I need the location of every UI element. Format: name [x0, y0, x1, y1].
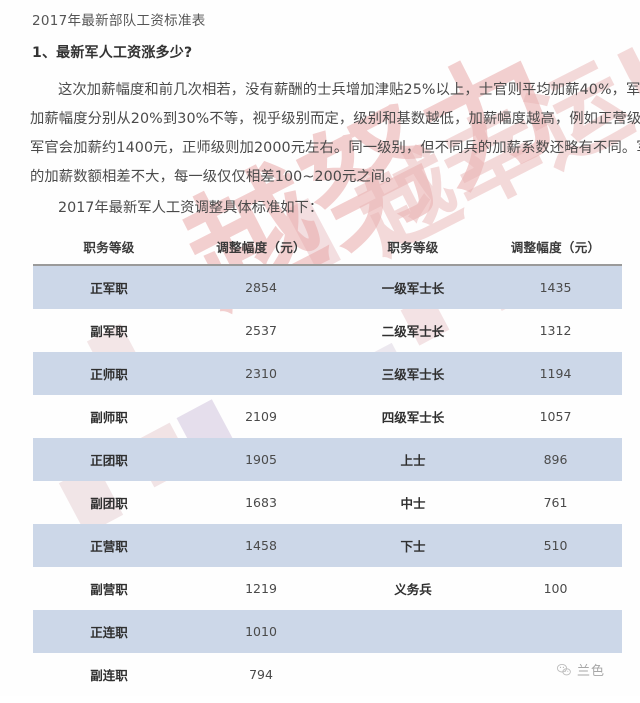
body-paragraph: 这次加薪幅度和前几次相若，没有薪酬的士兵增加津贴25%以上，士官则平均加薪40%… [30, 82, 640, 185]
table-row: 副团职 1683 中士 761 [33, 481, 622, 524]
table-row: 正营职 1458 下士 510 [33, 524, 622, 567]
footer-attribution-label: 兰色 [577, 664, 606, 679]
cell-soldier-rank: 二级军士长 [381, 324, 445, 339]
cell-officer-rank: 正军职 [90, 281, 128, 296]
table-row: 正军职 2854 一级军士长 1435 [33, 266, 622, 309]
table-header-row: 职务等级 调整幅度（元） 职务等级 调整幅度（元） [33, 228, 622, 264]
section-heading: 1、最新军人工资涨多少? [32, 45, 193, 61]
footer-attribution: 兰色 [556, 660, 605, 679]
cell-officer-rank: 正师职 [90, 367, 128, 382]
table-row: 副营职 1219 义务兵 100 [33, 567, 622, 610]
cell-officer-rank: 副营职 [90, 582, 128, 597]
cell-soldier-rank: 一级军士长 [381, 281, 445, 296]
column-header-officer-rank: 职务等级 [83, 239, 135, 255]
column-header-soldier-rank: 职务等级 [387, 239, 439, 255]
cell-soldier-rank: 下士 [400, 539, 426, 554]
cell-officer-amount: 2310 [245, 366, 277, 381]
document-title: 2017年最新部队工资标准表 [32, 13, 206, 29]
column-header-officer-amount: 调整幅度（元） [216, 239, 306, 255]
cell-officer-amount: 1010 [245, 624, 277, 639]
cell-soldier-amount: 761 [543, 495, 568, 510]
table-intro-text: 2017年最新军人工资调整具体标准如下： [58, 200, 324, 216]
cell-soldier-rank: 四级军士长 [381, 410, 445, 425]
cell-soldier-amount: 1057 [539, 409, 572, 424]
table-body: 正军职 2854 一级军士长 1435 副军职 2537 二级军士长 1312 正师职 2310 三… [33, 264, 622, 696]
wechat-icon [556, 662, 572, 678]
cell-soldier-amount: 1435 [539, 280, 572, 295]
page-bottom-edge [0, 696, 640, 703]
cell-officer-amount: 2854 [245, 280, 277, 295]
cell-officer-amount: 794 [249, 667, 273, 682]
cell-officer-rank: 正营职 [90, 539, 128, 554]
cell-officer-amount: 2109 [245, 409, 277, 424]
table-row: 副师职 2109 四级军士长 1057 [33, 395, 622, 438]
cell-officer-amount: 2537 [245, 323, 277, 338]
cell-soldier-rank: 义务兵 [394, 582, 432, 597]
cell-officer-rank: 正连职 [90, 625, 128, 640]
cell-officer-amount: 1219 [245, 581, 277, 596]
cell-officer-rank: 正团职 [90, 453, 128, 468]
table-row: 副连职 794 [33, 653, 622, 696]
cell-officer-rank: 副师职 [90, 410, 128, 425]
table-row: 正师职 2310 三级军士长 1194 [33, 352, 622, 395]
cell-soldier-rank: 中士 [400, 496, 426, 511]
salary-table: 职务等级 调整幅度（元） 职务等级 调整幅度（元） 正军职 2854 一级军士长 14… [33, 228, 622, 696]
column-header-soldier-amount: 调整幅度（元） [510, 239, 601, 255]
cell-soldier-amount: 100 [543, 581, 568, 596]
cell-officer-rank: 副连职 [90, 668, 128, 683]
cell-officer-rank: 副团职 [90, 496, 128, 511]
table-row: 副军职 2537 二级军士长 1312 [33, 309, 622, 352]
cell-officer-amount: 1683 [245, 495, 277, 510]
cell-soldier-amount: 1194 [539, 366, 572, 381]
cell-officer-rank: 副军职 [90, 324, 128, 339]
cell-soldier-rank: 上士 [400, 453, 426, 468]
cell-officer-amount: 1905 [245, 452, 277, 467]
table-row: 正连职 1010 [33, 610, 622, 653]
cell-officer-amount: 1458 [245, 538, 277, 553]
table-row: 正团职 1905 上士 896 [33, 438, 622, 481]
cell-soldier-rank: 三级军士长 [381, 367, 445, 382]
cell-soldier-amount: 510 [543, 538, 568, 553]
cell-soldier-amount: 896 [543, 452, 568, 467]
cell-soldier-amount: 1312 [539, 323, 572, 338]
